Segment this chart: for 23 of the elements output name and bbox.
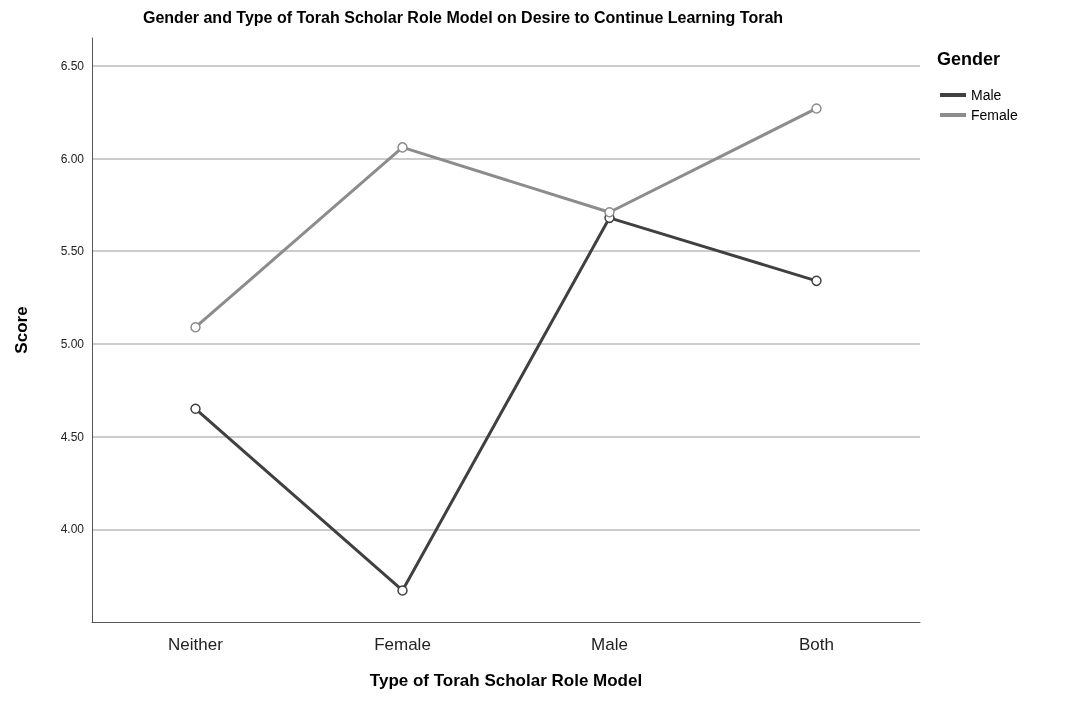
x-tick-label: Female bbox=[374, 635, 431, 654]
legend-title: Gender bbox=[937, 49, 1001, 69]
y-tick-label: 6.00 bbox=[60, 151, 85, 166]
point bbox=[811, 275, 822, 287]
legend-label: Female bbox=[971, 107, 1018, 123]
x-tick-label: Male bbox=[591, 635, 628, 654]
point bbox=[190, 403, 201, 415]
x-tick-label: Neither bbox=[168, 635, 224, 654]
y-tick-label: 5.00 bbox=[60, 336, 85, 351]
point bbox=[190, 321, 201, 333]
y-axis-title: Score bbox=[12, 306, 31, 354]
y-tick-label: 4.00 bbox=[60, 522, 85, 537]
point bbox=[397, 142, 408, 153]
chart-title: Gender and Type of Torah Scholar Role Model on Desire to Continue Learning Torah bbox=[143, 8, 784, 26]
x-axis-title: Type of Torah Scholar Role Model bbox=[369, 671, 643, 690]
y-tick-label: 6.50 bbox=[60, 58, 85, 73]
point bbox=[604, 207, 615, 218]
point bbox=[397, 585, 408, 596]
x-tick-label: Both bbox=[799, 635, 834, 654]
point bbox=[811, 103, 822, 114]
y-tick-label: 5.50 bbox=[60, 244, 85, 259]
y-tick-label: 4.50 bbox=[60, 429, 85, 444]
legend-label: Male bbox=[971, 87, 1002, 103]
